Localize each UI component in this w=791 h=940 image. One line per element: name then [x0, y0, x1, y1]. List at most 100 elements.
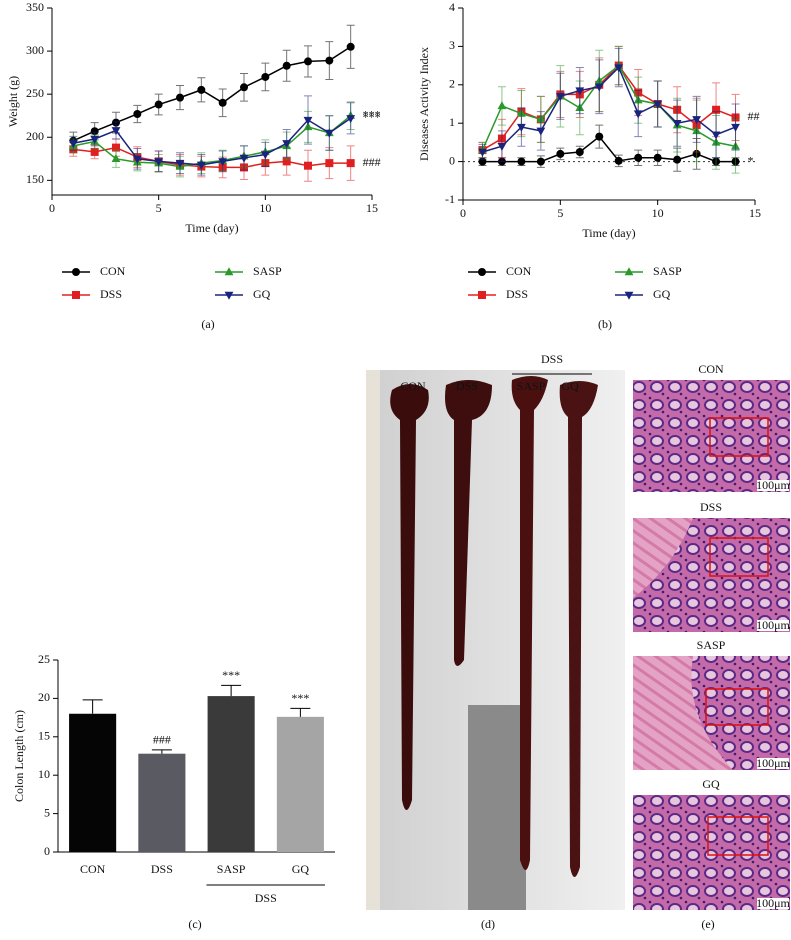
marker	[72, 268, 80, 276]
bar	[69, 713, 117, 852]
y-tick-label: 15	[38, 729, 50, 743]
marker	[672, 120, 682, 128]
legend-label: DSS	[506, 287, 528, 301]
marker	[517, 123, 526, 132]
marker	[260, 151, 270, 160]
bar	[276, 716, 324, 852]
marker	[90, 127, 99, 136]
marker	[224, 267, 234, 276]
colon-photo	[366, 370, 625, 910]
marker	[68, 140, 78, 149]
marker	[555, 93, 565, 102]
series-line	[481, 64, 736, 151]
y-axis-title: Colon Length (cm)	[12, 710, 26, 802]
photo-label: CON	[400, 379, 426, 393]
y-tick-label: 150	[26, 172, 44, 186]
error-bar	[221, 684, 242, 697]
marker	[224, 291, 234, 300]
scale-bar-bg	[757, 758, 789, 769]
significance-label: ###	[153, 733, 171, 747]
marker	[624, 267, 634, 276]
legend-label: SASP	[253, 264, 282, 278]
y-tick-label: 1	[449, 115, 455, 129]
marker	[324, 129, 334, 138]
marker	[304, 57, 312, 66]
marker	[325, 159, 334, 168]
y-tick-label: 0	[449, 153, 455, 167]
x-tick-label: DSS	[151, 862, 173, 876]
marker	[575, 148, 584, 156]
image-title: CON	[698, 362, 724, 376]
scale-bar-label: 100μm	[756, 618, 790, 632]
marker	[325, 56, 334, 65]
error-bar	[151, 749, 172, 754]
marker	[282, 61, 291, 70]
marker	[346, 115, 356, 124]
error-bar	[290, 707, 311, 717]
marker	[594, 83, 604, 92]
photo-label: SASP	[517, 379, 546, 393]
marker	[176, 93, 184, 102]
x-tick-label: 5	[557, 206, 563, 220]
marker	[653, 153, 662, 162]
marker	[614, 64, 624, 73]
marker	[478, 291, 486, 299]
image-title: DSS	[700, 500, 722, 514]
y-tick-label: 25	[38, 652, 50, 666]
marker	[175, 159, 185, 168]
image-title: SASP	[697, 638, 726, 652]
x-tick-label: 15	[749, 206, 761, 220]
histology-images	[633, 380, 790, 910]
y-tick-label: 20	[38, 690, 50, 704]
panel-label: (c)	[188, 917, 201, 931]
marker	[197, 85, 206, 94]
marker	[239, 154, 249, 163]
scale-bar-label: 100μm	[756, 478, 790, 492]
marker	[218, 98, 227, 107]
x-tick-label: GQ	[292, 862, 310, 876]
scale-bar-bg	[757, 620, 789, 631]
marker	[133, 109, 142, 118]
x-tick-label: 0	[49, 201, 55, 215]
y-axis-title: Diseases Activity Index	[417, 47, 431, 161]
y-tick-label: 0	[44, 844, 50, 858]
marker	[282, 157, 291, 166]
x-tick-label: 5	[156, 201, 162, 215]
marker	[575, 87, 585, 96]
marker	[154, 100, 163, 109]
y-tick-label: 3	[449, 38, 455, 52]
marker	[517, 157, 526, 166]
marker	[614, 156, 623, 165]
x-tick-label: CON	[80, 862, 106, 876]
marker	[692, 116, 701, 125]
y-tick-label: 5	[44, 805, 50, 819]
marker	[346, 42, 355, 51]
marker	[497, 101, 507, 110]
panel-label: (e)	[701, 917, 714, 931]
marker	[154, 158, 164, 167]
marker	[90, 147, 99, 156]
x-tick-label: 10	[259, 201, 271, 215]
scale-bar-bg	[757, 480, 789, 491]
legend-label: DSS	[100, 287, 122, 301]
significance-label: ##	[748, 109, 760, 123]
legend-label: GQ	[653, 287, 671, 301]
marker	[711, 131, 721, 140]
marker	[536, 127, 546, 136]
photo-label: DSS	[456, 379, 478, 393]
scale-bar-label: 100μm	[756, 756, 790, 770]
image-title: GQ	[702, 777, 720, 791]
y-tick-label: 350	[26, 0, 44, 14]
x-axis-title: Time (day)	[582, 226, 635, 240]
marker	[556, 149, 565, 158]
marker	[240, 83, 248, 92]
legend-label: GQ	[253, 287, 271, 301]
x-tick-label: 15	[366, 201, 378, 215]
significance-label: ###	[363, 155, 381, 169]
y-tick-label: 250	[26, 86, 44, 100]
significance-label: ***	[291, 691, 309, 705]
marker	[132, 155, 142, 164]
panel-label: (b)	[598, 317, 612, 331]
marker	[282, 140, 292, 149]
